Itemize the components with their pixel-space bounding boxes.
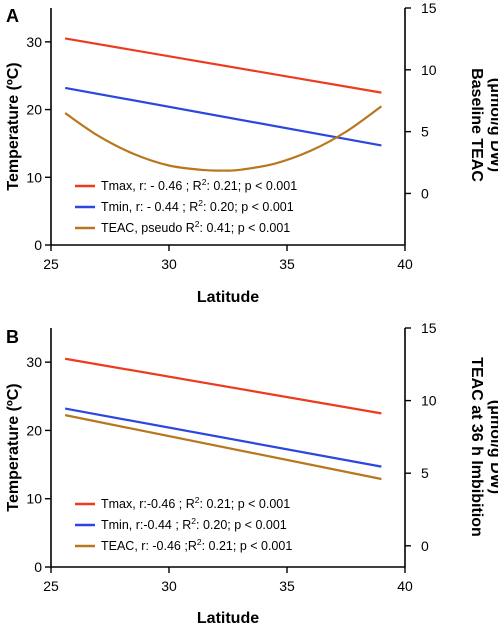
legend-label: Tmin, r:-0.44 ; R2: 0.20; p < 0.001 [101,516,287,532]
series-line-teac [64,105,383,172]
x-tick-label: 35 [279,578,295,594]
x-tick-label: 40 [397,256,413,272]
y-right-tick-label: 10 [421,62,437,78]
y-left-axis-title: Temperature (ºC) [5,62,22,190]
y-left-tick-label: 20 [26,102,42,118]
x-tick-label: 40 [397,578,413,594]
y-left-tick-label: 0 [34,559,42,575]
y-right-axis-unit: (μmol/g DW) [487,400,498,494]
y-right-tick-label: 0 [421,185,429,201]
y-right-tick-label: 5 [421,124,429,140]
y-left-tick-label: 10 [26,169,42,185]
y-right-axis-title: Baseline TEAC [468,68,485,182]
y-left-axis-title: Temperature (ºC) [5,383,22,511]
y-left-tick-label: 10 [26,491,42,507]
series-line-tmin [64,407,382,468]
legend-label: TEAC, pseudo R2: 0.41; p < 0.001 [101,219,290,235]
y-right-tick-label: 0 [421,538,429,554]
y-right-tick-label: 15 [421,320,437,336]
chart-panel-B: B 25 30 35 40 0 10 20 30 0 5 10 15 Latitude Temperatur… [5,320,498,627]
series-line-tmax [64,37,382,94]
x-tick-label: 30 [161,578,177,594]
panel-letter: B [6,327,19,347]
series-line-teac [64,414,382,481]
x-axis-title: Latitude [197,610,259,627]
y-right-tick-label: 15 [421,0,437,16]
y-left-tick-label: 20 [26,422,42,438]
y-left-tick-label: 30 [26,34,42,50]
y-right-tick-label: 5 [421,465,429,481]
legend-label: Tmin, r: - 0.44 ; R2: 0.20; p < 0.001 [101,198,294,214]
legend-label: TEAC, r: -0.46 ;R2: 0.21; p < 0.001 [101,537,292,553]
y-left-tick-label: 30 [26,354,42,370]
legend-label: Tmax, r: - 0.46 ; R2: 0.21; p < 0.001 [101,177,297,193]
y-left-tick-label: 0 [34,237,42,253]
chart-panel-A: A 25 30 35 40 0 10 20 30 0 5 10 15 Latitude Temperatur… [5,0,498,306]
x-tick-label: 25 [43,256,59,272]
x-axis-title: Latitude [197,289,259,306]
x-tick-label: 30 [161,256,177,272]
series-line-tmax [64,357,382,415]
y-right-tick-label: 10 [421,393,437,409]
panel-letter: A [6,6,19,26]
legend-label: Tmax, r:-0.46 ; R2: 0.21; p < 0.001 [101,495,290,511]
y-right-axis-title: TEAC at 36 h Imbibition [468,357,485,537]
x-tick-label: 25 [43,578,59,594]
series-line-tmin [64,86,382,147]
y-right-axis-unit: (μmol/g DW) [487,78,498,172]
x-tick-label: 35 [279,256,295,272]
